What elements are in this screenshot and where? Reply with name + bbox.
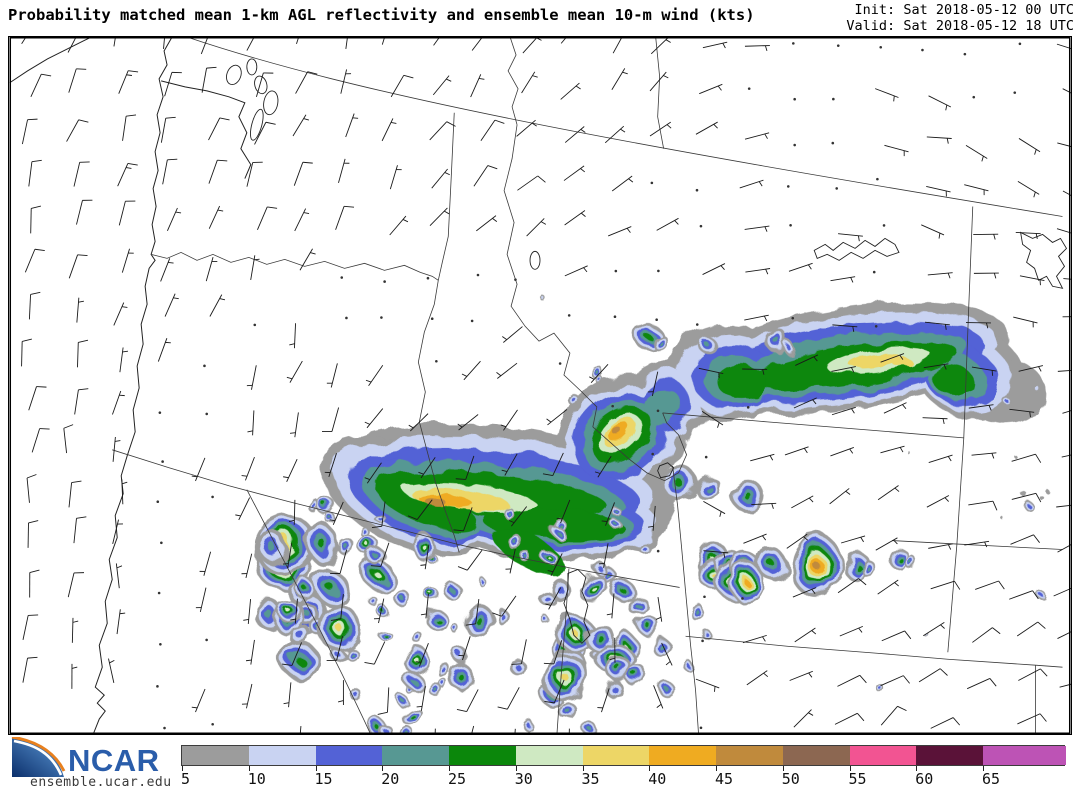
border-border49	[186, 37, 1063, 217]
colorbar-tick	[582, 766, 584, 771]
ncar-logo-orange-arc	[11, 737, 66, 772]
colorbar-tick	[449, 766, 450, 771]
border-nv_ut	[556, 568, 570, 734]
ncar-logo: NCAR	[11, 737, 160, 777]
colorbar-segment	[582, 746, 650, 765]
colorbar-tick-label: 55	[848, 770, 867, 788]
wind-barbs-layer	[21, 37, 1071, 734]
run-times: Init: Sat 2018-05-12 00 UTC Valid: Sat 2…	[846, 2, 1074, 34]
colorbar-segment	[515, 746, 583, 765]
coastline-strait	[160, 80, 252, 179]
colorbar-tick	[916, 766, 918, 771]
colorbar-tick-label: 5	[181, 770, 191, 788]
colorbar-tick	[515, 766, 517, 771]
colorbar-tick-label: 10	[247, 770, 266, 788]
map-panel	[8, 36, 1072, 735]
coastline-coast	[92, 37, 173, 734]
valid-time: Valid: Sat 2018-05-12 18 UTC	[846, 18, 1074, 34]
border-ut_wy	[685, 591, 699, 734]
colorbar-tick-label: 15	[314, 770, 333, 788]
border-lat41	[685, 635, 1063, 668]
island	[246, 58, 258, 76]
border-id_mt	[503, 124, 688, 482]
border-lat42	[112, 449, 680, 588]
island	[254, 75, 268, 95]
colorbar-tick-label: 25	[448, 770, 467, 788]
colorbar-segment	[382, 746, 449, 765]
colorbar-tick-label: 30	[514, 770, 533, 788]
colorbar-segment	[849, 746, 917, 765]
colorbar-segment	[182, 746, 249, 765]
island	[250, 108, 264, 141]
island	[226, 64, 242, 86]
map-canvas	[9, 37, 1071, 734]
colorbar-tick-label: 45	[715, 770, 734, 788]
lake_gsl	[563, 568, 591, 644]
colorbar-tick	[716, 766, 717, 771]
border-wa_id	[437, 112, 455, 281]
colorbar-segment	[983, 746, 1066, 765]
border-bc_ab	[507, 37, 519, 125]
colorbar-tick-label: 65	[982, 770, 1001, 788]
coastline-bc_coast	[9, 37, 92, 84]
site-url: ensemble.ucar.edu	[30, 775, 172, 790]
lake_sakakawea	[1020, 231, 1068, 289]
border-wa_or	[151, 251, 439, 281]
colorbar-strip	[181, 745, 1066, 766]
ncar-logo-swoosh	[12, 738, 64, 777]
ncar-logo-white-arc	[13, 739, 63, 776]
colorbar-tick	[248, 766, 250, 771]
colorbar-tick	[649, 766, 651, 771]
init-time: Init: Sat 2018-05-12 00 UTC	[854, 2, 1074, 18]
colorbar-tick	[849, 766, 851, 771]
lake_fortpeck	[813, 237, 900, 261]
colorbar-segment	[315, 746, 383, 765]
colorbar-tick	[382, 766, 384, 771]
colorbar-segment	[716, 746, 783, 765]
island	[263, 90, 279, 116]
border-ca_nv	[246, 489, 371, 734]
colorbar-tick-label: 35	[581, 770, 600, 788]
colorbar-tick-label: 20	[381, 770, 400, 788]
colorbar-tick-label: 50	[781, 770, 800, 788]
colorbar-tick-label: 40	[648, 770, 667, 788]
colorbar-tick	[315, 766, 317, 771]
reflectivity-layer	[253, 297, 1049, 734]
colorbar-tick	[782, 766, 784, 771]
border-ab_sk	[655, 37, 665, 149]
border-mt_wy	[662, 412, 964, 439]
page-title: Probability matched mean 1-km AGL reflec…	[8, 6, 755, 24]
colorbar-segment	[916, 746, 983, 765]
colorbar-segment	[782, 746, 850, 765]
footer: NCAR ensemble.ucar.edu 5 10 15 20 25 30 35 40 45…	[0, 735, 1080, 792]
colorbar-tick-label: 60	[915, 770, 934, 788]
map-frame	[9, 37, 1071, 734]
lake_yellowstone	[657, 462, 675, 479]
colorbar-segment	[449, 746, 516, 765]
border-lon104	[947, 206, 974, 653]
colorbar-segment	[649, 746, 716, 765]
reflectivity-colorbar: 5 10 15 20 25 30 35 40 45 50 55 60 65	[181, 745, 1066, 789]
colorbar-segment	[248, 746, 316, 765]
ncar-logo-text: NCAR	[68, 743, 160, 777]
border-id_wy	[672, 465, 686, 592]
lake-flathead	[529, 250, 541, 270]
colorbar-tick	[182, 766, 183, 771]
colorbar-tick	[983, 766, 984, 771]
border-lat43	[891, 540, 1063, 550]
